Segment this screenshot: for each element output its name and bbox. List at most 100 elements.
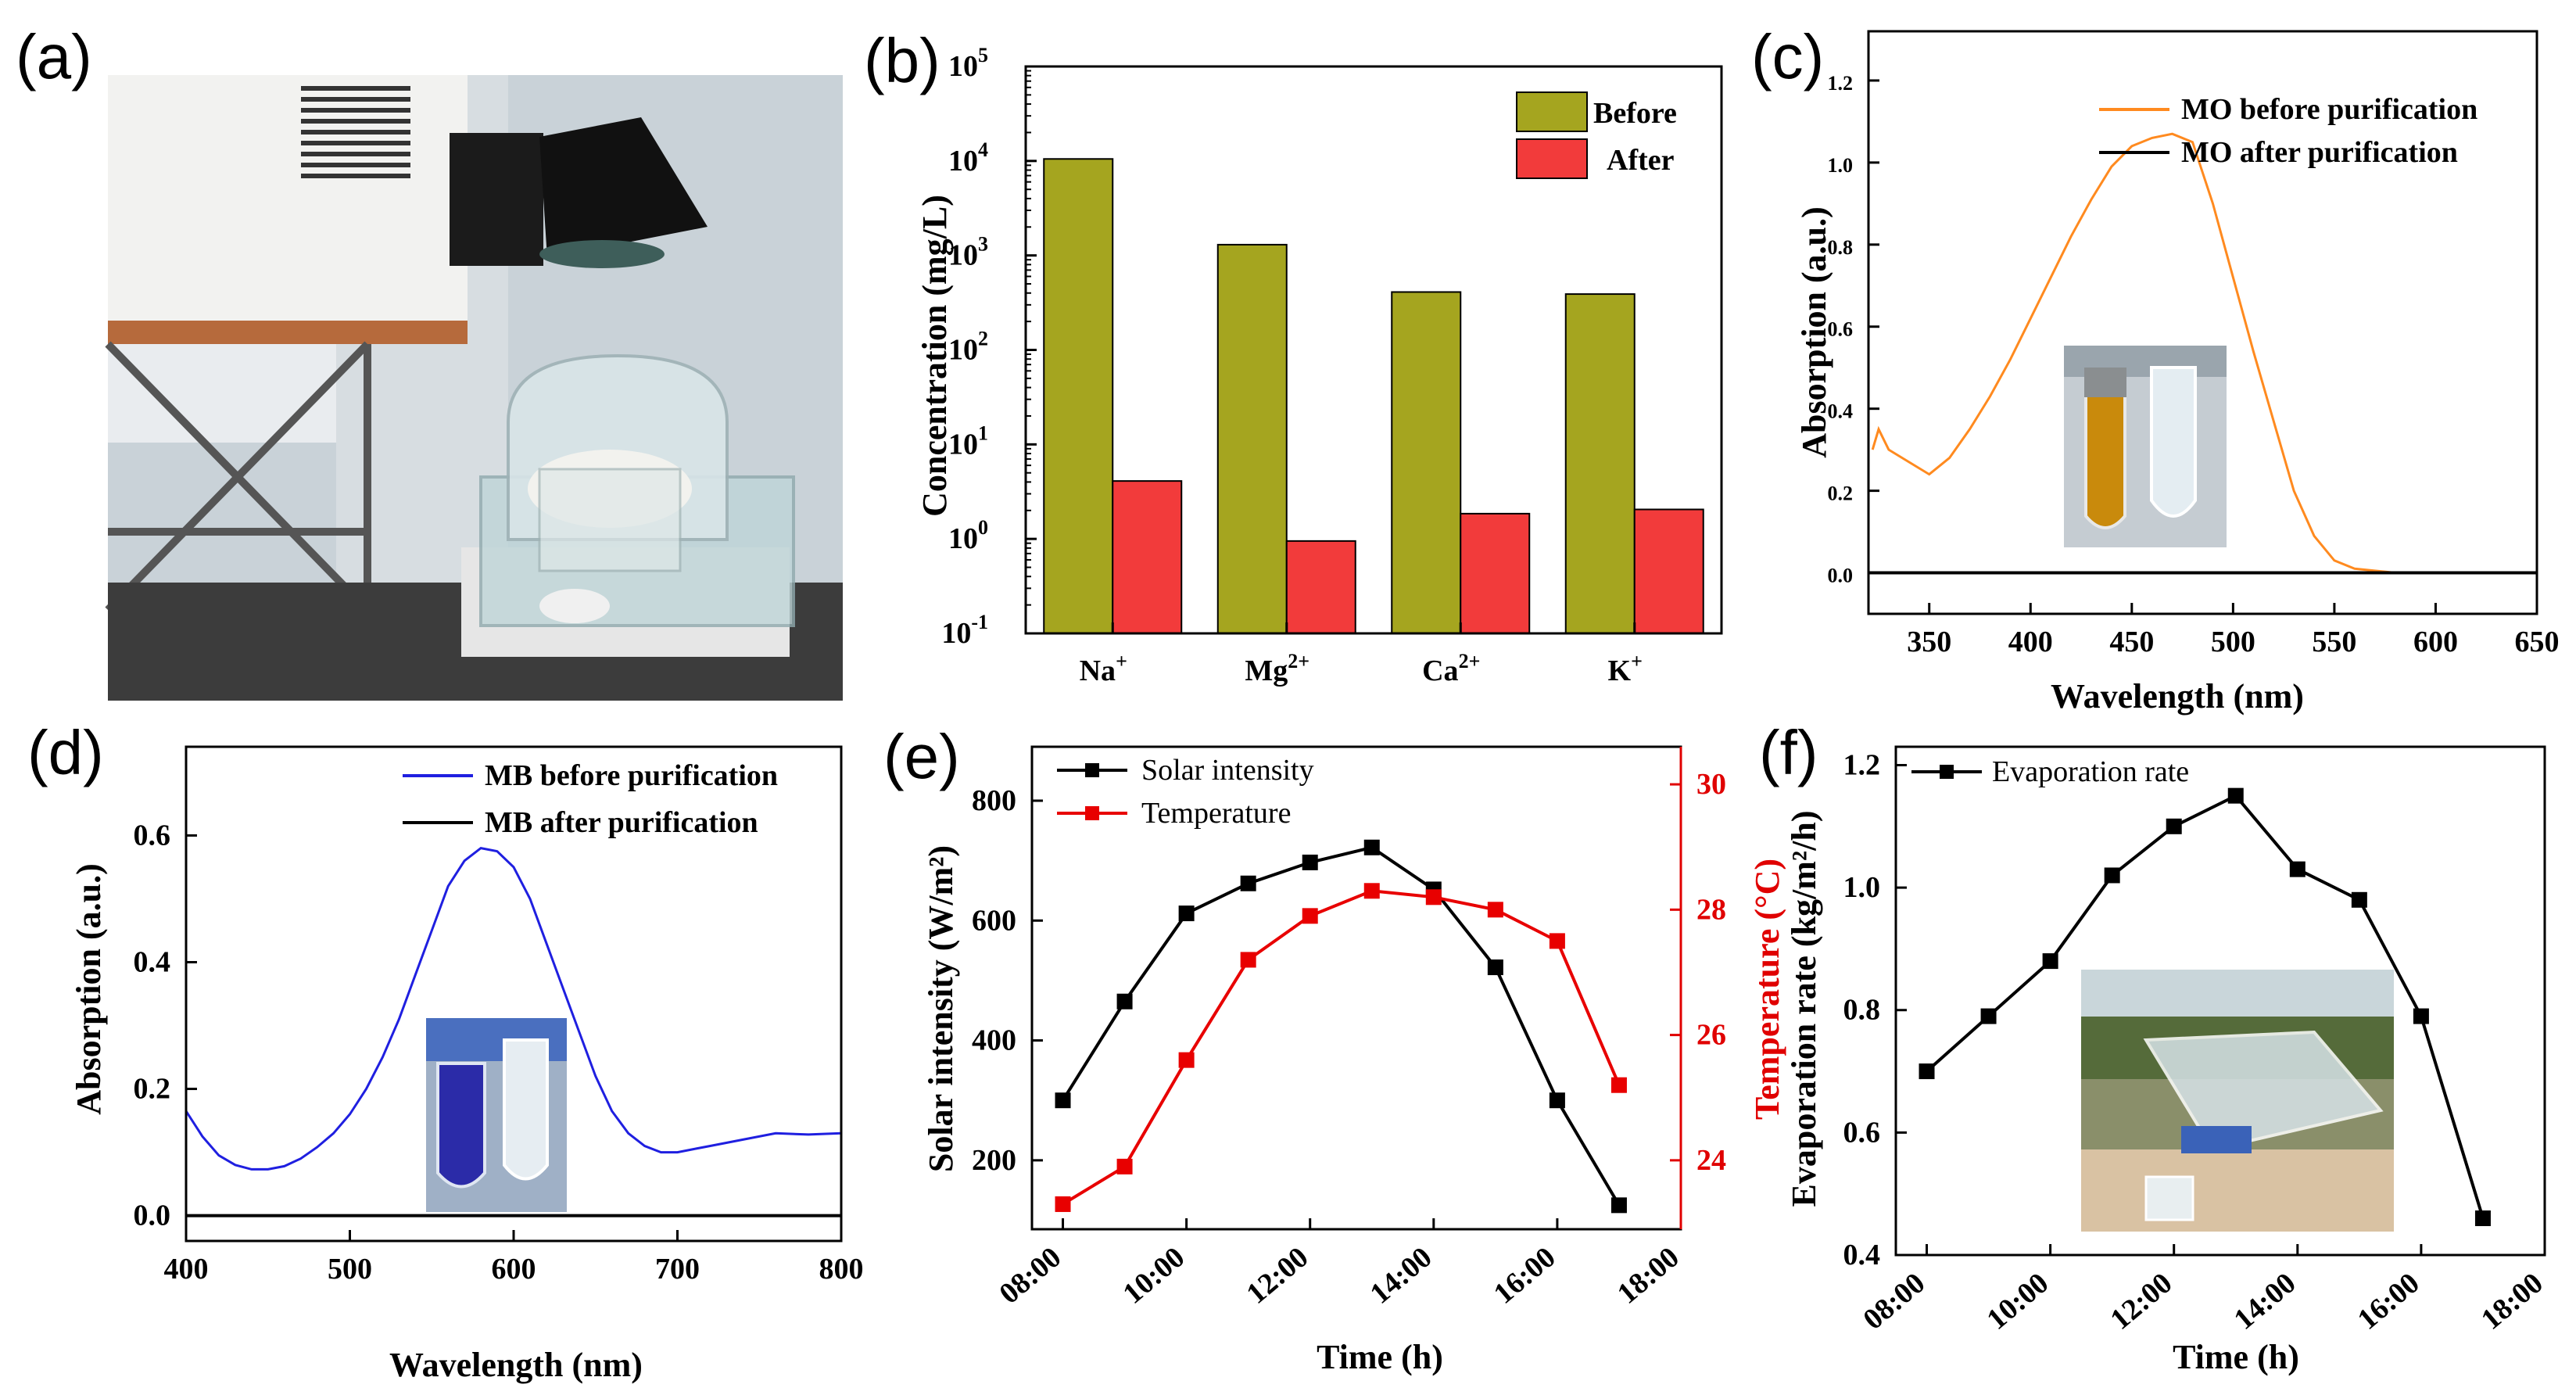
bar-after-k [1633, 508, 1704, 634]
f-point-evaporation-rate [2289, 861, 2306, 877]
chart-f-legend: Evaporation rate [1911, 755, 2189, 788]
chart-f-xlabel: Time (h) [2173, 1338, 2299, 1376]
legend-swatch-after [1516, 138, 1588, 179]
e-point-solar-intensity [1116, 993, 1133, 1009]
c-ytick-label: 1.0 [1828, 154, 1854, 177]
c-xtick-label: 550 [2312, 626, 2356, 658]
b-ytick-label: 103 [948, 233, 988, 272]
b-ytick-label: 104 [948, 138, 988, 178]
chart-e-xlabel: Time (h) [1317, 1338, 1443, 1376]
e-point-solar-intensity [1363, 839, 1380, 855]
e-xtick-label: 16:00 [1488, 1241, 1562, 1311]
b-ytick-exp: 3 [978, 233, 988, 256]
c-ytick-label: 1.2 [1828, 72, 1854, 95]
f-point-evaporation-rate [2042, 953, 2058, 970]
d-ytick-label: 0.4 [134, 945, 171, 978]
e-point-temperature [1487, 902, 1503, 918]
d-ytick-label: 0.6 [134, 819, 171, 852]
b-ytick-exp: 1 [978, 421, 988, 444]
d-xtick-label: 400 [164, 1253, 209, 1286]
f-ytick-label: 0.6 [1843, 1116, 1881, 1149]
legend-label-mo-before: MO before purification [2181, 93, 2477, 126]
chart-f: Evaporation rate (kg/m²/h) Time (h) 08:0… [1785, 745, 2549, 1376]
e-point-temperature [1363, 883, 1380, 899]
legend-marker-temperature [1085, 806, 1099, 820]
f-point-evaporation-rate [2166, 818, 2182, 834]
f-ytick-label: 0.8 [1843, 994, 1881, 1027]
e-xtick-label: 18:00 [1611, 1241, 1686, 1311]
e-xtick-label: 12:00 [1241, 1241, 1315, 1311]
e-point-solar-intensity [1549, 1092, 1565, 1109]
chart-b-legend: Before After [1516, 91, 1677, 179]
c-xtick-label: 350 [1907, 626, 1951, 658]
e-point-temperature [1178, 1052, 1195, 1068]
b-ytick-label: 100 [948, 516, 988, 555]
chart-b-ylabel: Concentration (mg/L) [915, 195, 954, 517]
c-ytick-label: 0.6 [1828, 318, 1854, 341]
b-ytick-exp: 2 [978, 328, 988, 350]
e-point-temperature [1425, 889, 1442, 905]
e-ytick-label: 200 [972, 1144, 1016, 1177]
legend-swatch-before [1516, 91, 1588, 132]
f-series-evaporation-rate [1926, 794, 2485, 1219]
f-xtick-label: 12:00 [2105, 1267, 2179, 1336]
e-point-temperature [1240, 952, 1256, 968]
d-xtick-label: 600 [492, 1253, 536, 1286]
f-xtick-label: 14:00 [2228, 1267, 2302, 1336]
c-xtick-label: 500 [2211, 626, 2255, 658]
d-ytick-label: 0.0 [134, 1200, 171, 1232]
chart-d-ylabel: Absorption (a.u.) [70, 863, 108, 1115]
legend-label-solar: Solar intensity [1141, 754, 1314, 787]
legend-label-before: Before [1593, 97, 1677, 130]
chart-d-xlabel: Wavelength (nm) [389, 1346, 643, 1384]
panel-label-f: (f) [1759, 718, 1818, 787]
chart-c-plot-frame [1867, 30, 2538, 615]
e-point-solar-intensity [1487, 959, 1503, 976]
e-point-temperature [1116, 1158, 1133, 1174]
legend-label-mb-before: MB before purification [485, 759, 778, 792]
chart-d-series-mb-before [185, 846, 842, 1171]
panel-label-a: (a) [16, 22, 92, 91]
chart-e: Solar intensity (W/m²) Temperature (°C) … [922, 745, 1786, 1376]
b-ytick-exp: 4 [978, 138, 988, 161]
bar-after-ca [1460, 512, 1531, 634]
e-ytick-right-label: 28 [1696, 893, 1726, 926]
d-xtick-label: 700 [655, 1253, 700, 1286]
legend-label-mb-after: MB after purification [485, 806, 758, 839]
f-point-evaporation-rate [1980, 1008, 1997, 1024]
e-point-solar-intensity [1240, 875, 1256, 891]
d-ytick-label: 0.2 [134, 1073, 171, 1106]
panel-label-d: (d) [27, 718, 104, 787]
d-xtick-label: 500 [328, 1253, 372, 1286]
b-ytick-label: 10-1 [941, 611, 988, 650]
c-xtick-label: 450 [2109, 626, 2154, 658]
f-xtick-label: 08:00 [1857, 1267, 1931, 1336]
e-ytick-label: 600 [972, 904, 1016, 937]
c-xtick-label: 400 [2008, 626, 2053, 658]
f-point-evaporation-rate [1919, 1063, 1935, 1080]
e-series-solar-intensity [1061, 845, 1621, 1207]
e-xtick-label: 14:00 [1364, 1241, 1438, 1311]
chart-e-legend: Solar intensity Temperature [1057, 754, 1314, 830]
b-xtick-label: Ca2+ [1422, 650, 1480, 687]
chart-c-legend: MO before purification MO after purifica… [2099, 93, 2477, 169]
photo-solar-simulator-setup [105, 75, 843, 701]
panel-label-e: (e) [883, 722, 960, 791]
e-point-solar-intensity [1055, 1092, 1071, 1109]
chart-b: Concentration (mg/L) Na+ Mg2+ Ca2+ K+10-110… [915, 44, 1723, 687]
f-point-evaporation-rate [2474, 1210, 2491, 1227]
bar-before-mg [1216, 243, 1288, 634]
b-ytick-exp: 0 [978, 516, 988, 539]
b-xtick-sup: + [1631, 650, 1643, 672]
c-ytick-label: 0.2 [1828, 482, 1854, 505]
f-point-evaporation-rate [2227, 787, 2244, 804]
b-xtick-label: Na+ [1080, 650, 1127, 687]
e-ytick-right-label: 26 [1696, 1019, 1726, 1052]
e-ytick-right-label: 30 [1696, 768, 1726, 801]
bar-before-k [1564, 293, 1636, 634]
chart-c-series-mo-before [1871, 132, 2537, 574]
e-point-solar-intensity [1178, 905, 1195, 922]
d-xtick-label: 800 [819, 1253, 864, 1286]
c-ytick-label: 0.4 [1828, 400, 1854, 423]
chart-c: Absorption (a.u.) Wavelength (nm) 350 400… [1795, 30, 2560, 715]
